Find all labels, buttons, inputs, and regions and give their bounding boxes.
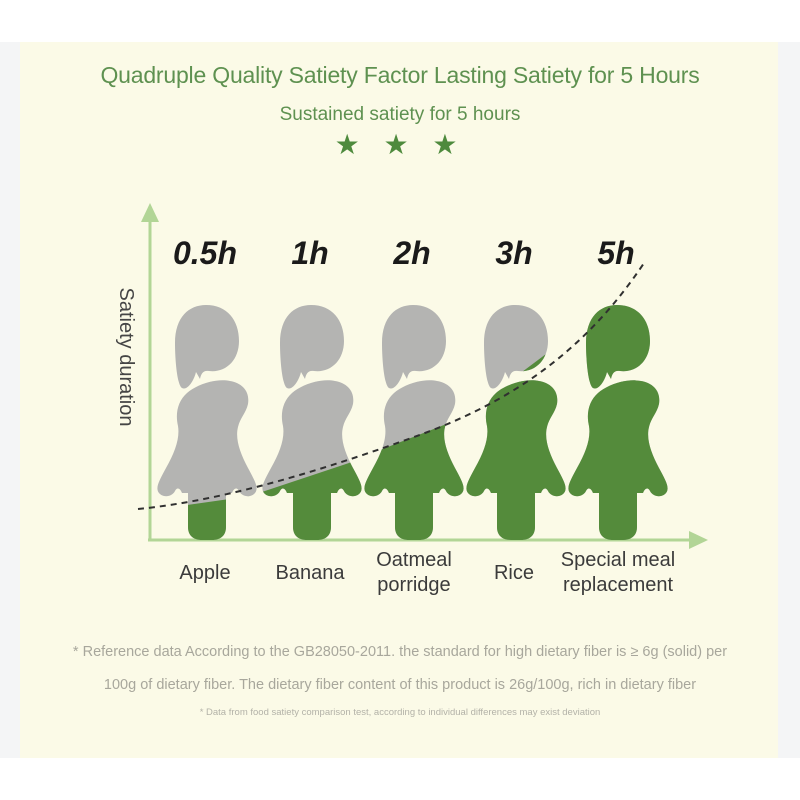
value-label-oatmeal: 2h (393, 235, 431, 271)
reference-footnote-line2: 100g of dietary fiber. The dietary fiber… (103, 677, 697, 693)
satiety-chart: Satiety duration (90, 195, 720, 625)
reference-footnote-line1: * Reference data According to the GB2805… (72, 644, 728, 660)
deviation-footnote: * Data from food satiety comparison test… (199, 707, 601, 718)
value-label-rice: 3h (495, 235, 533, 271)
category-label-oatmeal: Oatmeal porridge (376, 549, 452, 596)
chart-canvas: Satiety duration (115, 203, 708, 549)
x-axis-arrow-icon (689, 531, 708, 549)
value-label-special-meal: 5h (597, 235, 635, 271)
category-label-apple: Apple (179, 561, 231, 584)
left-margin-strip (0, 42, 20, 758)
category-label-rice: Rice (493, 561, 534, 584)
right-margin-strip (778, 42, 800, 758)
figure-banana (262, 305, 362, 540)
category-label-banana: Banana (275, 561, 345, 584)
subtitle: Sustained satiety for 5 hours (279, 104, 521, 125)
value-label-apple: 0.5h (172, 235, 238, 271)
rating-stars-icon: ★ ★ ★ (334, 129, 466, 160)
category-label-special-meal: Special meal replacement (560, 549, 676, 596)
value-label-banana: 1h (291, 235, 329, 271)
page-title: Quadruple Quality Satiety Factor Lasting… (100, 62, 700, 88)
trend-curve (137, 262, 645, 510)
figure-rice (466, 305, 566, 540)
y-axis-arrow-icon (141, 203, 159, 222)
figure-special-meal-replacement (568, 305, 668, 540)
y-axis-label: Satiety duration (115, 288, 137, 427)
